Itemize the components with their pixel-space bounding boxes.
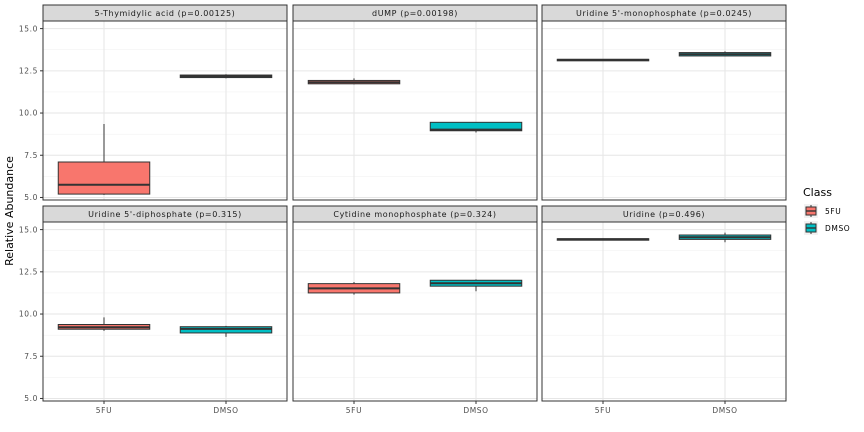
- box-5fu: [307, 281, 401, 295]
- y-tick-label: 10.0: [19, 109, 38, 118]
- box-5fu: [307, 78, 401, 85]
- box-5fu: [57, 124, 151, 195]
- facet-panel: dUMP (p=0.00198): [292, 4, 538, 201]
- panel-border: [292, 221, 538, 402]
- facet-panels: 5-Thymidylic acid (p=0.00125) 5.0 7.5 10.0 1…: [19, 4, 787, 415]
- y-axis-title: Relative Abundance: [3, 156, 16, 266]
- legend-keys: 5FU DMSO: [804, 204, 850, 235]
- panel-border: [541, 20, 787, 201]
- facet-panel: Uridine (p=0.496) 5FU DMSO: [541, 205, 787, 415]
- panel-border: [541, 221, 787, 402]
- box-dmso: [429, 121, 523, 133]
- legend-label: DMSO: [825, 224, 850, 233]
- x-tick-label: DMSO: [463, 406, 488, 415]
- facet-panel: Uridine 5'-monophosphate (p=0.0245): [541, 4, 787, 201]
- panel-border: [292, 20, 538, 201]
- y-tick-label: 15.0: [19, 225, 38, 234]
- y-tick-label: 12.5: [19, 268, 38, 277]
- panel-background: [43, 222, 287, 401]
- box-dmso: [678, 51, 772, 57]
- box-dmso: [179, 74, 273, 79]
- facet-title: dUMP (p=0.00198): [372, 9, 458, 18]
- x-tick-label: 5FU: [96, 406, 112, 415]
- panel-background: [542, 222, 786, 401]
- y-tick-label: 5.0: [24, 394, 38, 403]
- facet-title: Cytidine monophosphate (p=0.324): [333, 210, 496, 219]
- y-tick-label: 7.5: [24, 352, 38, 361]
- y-tick-label: 10.0: [19, 310, 38, 319]
- x-tick-label: 5FU: [346, 406, 362, 415]
- x-tick-label: DMSO: [712, 406, 737, 415]
- box-5fu: [556, 238, 650, 241]
- y-tick-label: 12.5: [19, 67, 38, 76]
- legend: Class 5FU DMSO: [803, 186, 850, 235]
- legend-key-5fu: 5FU: [804, 204, 841, 218]
- y-tick-label: 5.0: [24, 193, 38, 202]
- facet-title: 5-Thymidylic acid (p=0.00125): [95, 9, 236, 18]
- legend-title: Class: [803, 186, 832, 199]
- box-dmso: [429, 279, 523, 292]
- facet-title: Uridine 5'-diphosphate (p=0.315): [88, 210, 242, 219]
- box-body: [429, 121, 523, 132]
- box-dmso: [678, 232, 772, 243]
- panel-border: [42, 20, 288, 201]
- facet-title: Uridine (p=0.496): [623, 210, 705, 219]
- panel-border: [42, 221, 288, 402]
- panel-background: [293, 21, 537, 200]
- y-tick-label: 7.5: [24, 151, 38, 160]
- x-tick-label: DMSO: [213, 406, 238, 415]
- facet-panel: Cytidine monophosphate (p=0.324) 5FU DMSO: [292, 205, 538, 415]
- facet-panel: Uridine 5'-diphosphate (p=0.315) 5.0 7.5 10…: [19, 205, 288, 415]
- y-tick-label: 15.0: [19, 24, 38, 33]
- box-dmso: [179, 325, 273, 337]
- legend-key-dmso: DMSO: [804, 221, 850, 235]
- panel-background: [542, 21, 786, 200]
- panel-background: [293, 222, 537, 401]
- box-5fu: [556, 58, 650, 62]
- facet-title: Uridine 5'-monophosphate (p=0.0245): [576, 9, 752, 18]
- facet-panel: 5-Thymidylic acid (p=0.00125) 5.0 7.5 10.0 1…: [19, 4, 288, 202]
- x-tick-label: 5FU: [595, 406, 611, 415]
- box-5fu: [57, 317, 151, 331]
- box-body: [57, 161, 151, 195]
- legend-label: 5FU: [825, 207, 841, 216]
